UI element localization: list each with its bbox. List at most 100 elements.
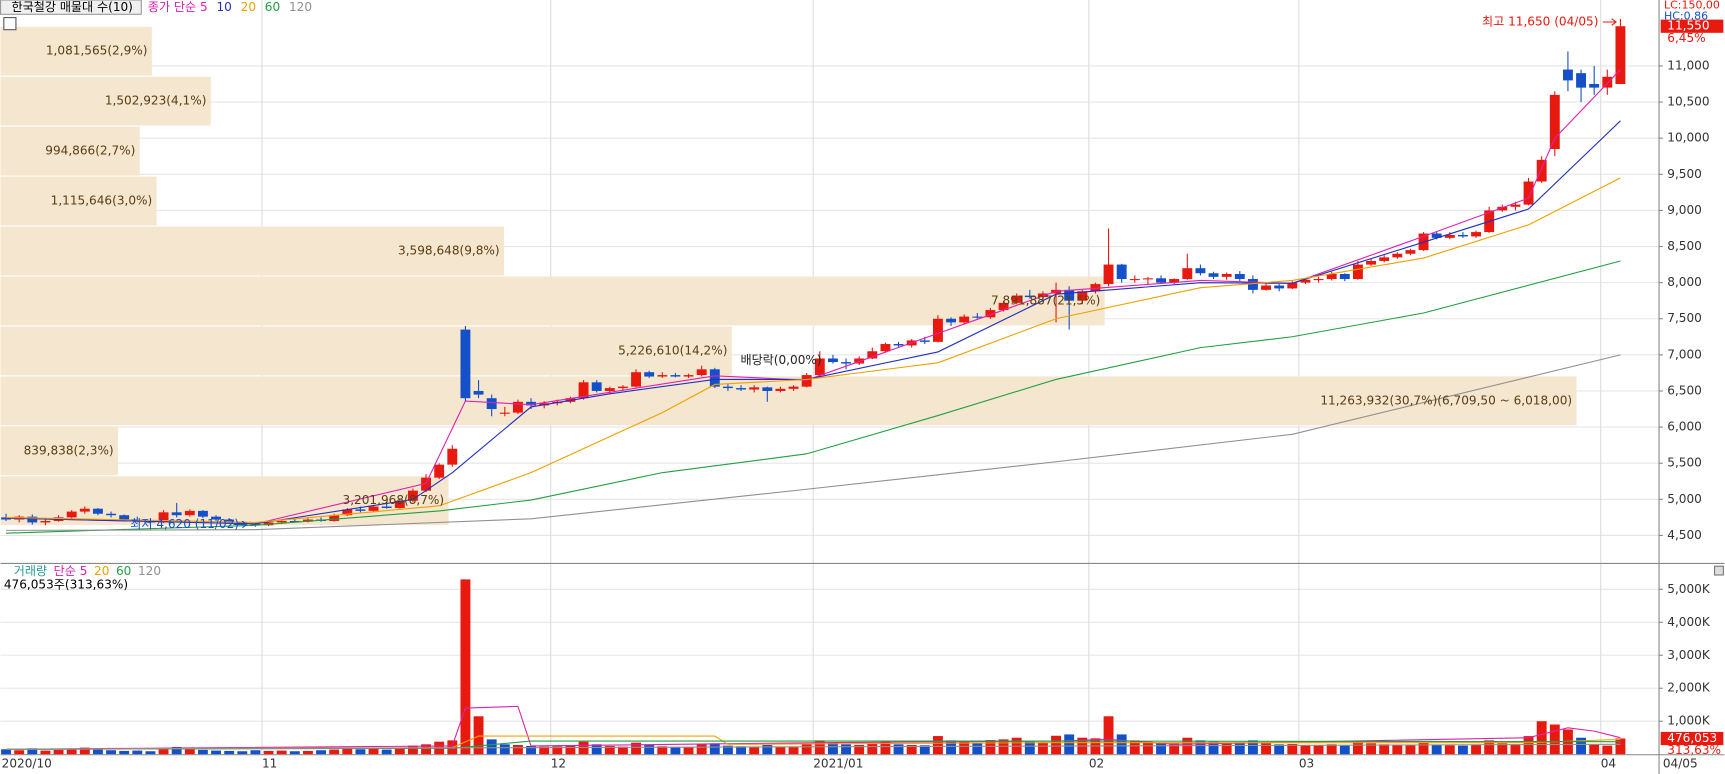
volume-bar	[1484, 740, 1495, 755]
candle-body	[604, 388, 615, 391]
candle-body	[1576, 73, 1586, 88]
volume-bar	[211, 750, 222, 755]
profile-label: 1,115,646(3,0%)	[51, 194, 153, 208]
profile-label: 7,891,887(21,5%)	[991, 293, 1100, 307]
volume-bar	[1, 749, 12, 755]
profile-bar	[0, 126, 140, 176]
profile-label: 3,598,648(9,8%)	[398, 243, 500, 257]
candle-body	[880, 344, 891, 352]
volume-bar	[1536, 721, 1547, 755]
volume-box	[1660, 731, 1724, 746]
profile-bar	[0, 326, 732, 376]
volume-bar	[775, 746, 786, 755]
y-tick-label: 8,000	[1667, 275, 1702, 289]
candle-body	[1169, 279, 1180, 283]
volume-bar	[985, 740, 996, 755]
candle-body	[1142, 278, 1153, 280]
candle-body	[211, 516, 222, 520]
candle-body	[1156, 278, 1167, 283]
candle-body	[250, 523, 261, 526]
volume-bar	[14, 750, 25, 755]
volume-bar	[224, 750, 235, 755]
mark-layer	[1, 19, 1626, 755]
y-tick-label: 4,000K	[1667, 615, 1711, 629]
y-tick-label: 5,500	[1667, 456, 1702, 470]
legend-item: 60	[265, 0, 280, 14]
profile-bar	[0, 276, 1105, 326]
candle-body	[66, 511, 77, 518]
volume-bar	[106, 750, 117, 755]
volume-bar	[1064, 734, 1075, 755]
candle-body	[1405, 250, 1416, 254]
candle-body	[473, 390, 484, 395]
volume-bar	[79, 747, 90, 755]
volume-bar	[1221, 742, 1232, 755]
candle-body	[749, 387, 760, 390]
volume-bar	[53, 749, 64, 755]
volume-bar	[1549, 724, 1560, 755]
volume-bar	[841, 744, 852, 755]
legend-item: 120	[138, 564, 161, 578]
candle-body	[972, 316, 983, 318]
volume-bar	[736, 746, 747, 755]
candle-body	[762, 387, 773, 391]
volume-bar	[1234, 742, 1245, 755]
hc-label: HC:0,86	[1664, 9, 1708, 22]
volume-bar	[565, 745, 576, 755]
legend-item: 거래량	[14, 564, 47, 578]
volume-bar	[1589, 744, 1600, 755]
candle-body	[919, 340, 930, 342]
volume-bar	[696, 744, 707, 755]
panel-button[interactable]	[1714, 565, 1724, 576]
volume-bar	[788, 746, 799, 755]
candle-body	[1536, 159, 1547, 182]
candle-body	[1208, 273, 1219, 277]
candle-body	[1379, 257, 1390, 261]
volume-bar	[1497, 743, 1508, 755]
candle-body	[932, 318, 943, 342]
volume-bar	[302, 750, 313, 755]
ma-line	[6, 743, 1621, 750]
volume-bar	[644, 744, 655, 755]
candle-body	[499, 412, 510, 414]
candle-body	[670, 375, 681, 377]
volume-bar	[801, 743, 812, 755]
y-tick-label: 9,000	[1667, 203, 1702, 217]
candle-body	[1274, 285, 1285, 289]
arrow	[1602, 18, 1617, 26]
y-tick-label: 8,500	[1667, 239, 1702, 253]
volume-bar	[1615, 738, 1626, 755]
volume-bar	[709, 743, 720, 755]
candle-body	[329, 515, 340, 521]
candle-body	[1247, 279, 1258, 290]
x-tick-label: 2020/10	[2, 757, 52, 771]
candle-body	[394, 500, 405, 508]
volume-bar	[657, 746, 668, 755]
candle-body	[224, 519, 235, 523]
change-label: 6,45%	[1667, 31, 1705, 45]
candle-body	[486, 398, 497, 410]
ma-line	[6, 260, 1621, 534]
volume-bar	[1247, 740, 1258, 755]
volume-bar	[722, 745, 733, 755]
volume-bar	[762, 744, 773, 755]
candle-body	[158, 512, 169, 523]
volume-bar	[473, 716, 484, 755]
volume-bar	[329, 749, 340, 755]
profile-bar	[0, 76, 211, 126]
ex-div-note: 배당락(0,00%)	[740, 353, 821, 367]
candle-body	[827, 358, 838, 363]
settings-icon[interactable]	[3, 17, 17, 31]
volume-bar	[1051, 735, 1062, 755]
volume-bar	[1326, 744, 1337, 755]
candle-body	[512, 401, 523, 413]
y-tick-label: 11,000	[1667, 58, 1709, 72]
volume-bar	[499, 744, 510, 755]
candle-body	[1444, 234, 1455, 238]
x-tick-label: 02	[1089, 757, 1104, 771]
background-layer	[0, 0, 1663, 755]
candle-body	[407, 490, 418, 501]
y-tick-label: 1,000K	[1667, 714, 1711, 728]
